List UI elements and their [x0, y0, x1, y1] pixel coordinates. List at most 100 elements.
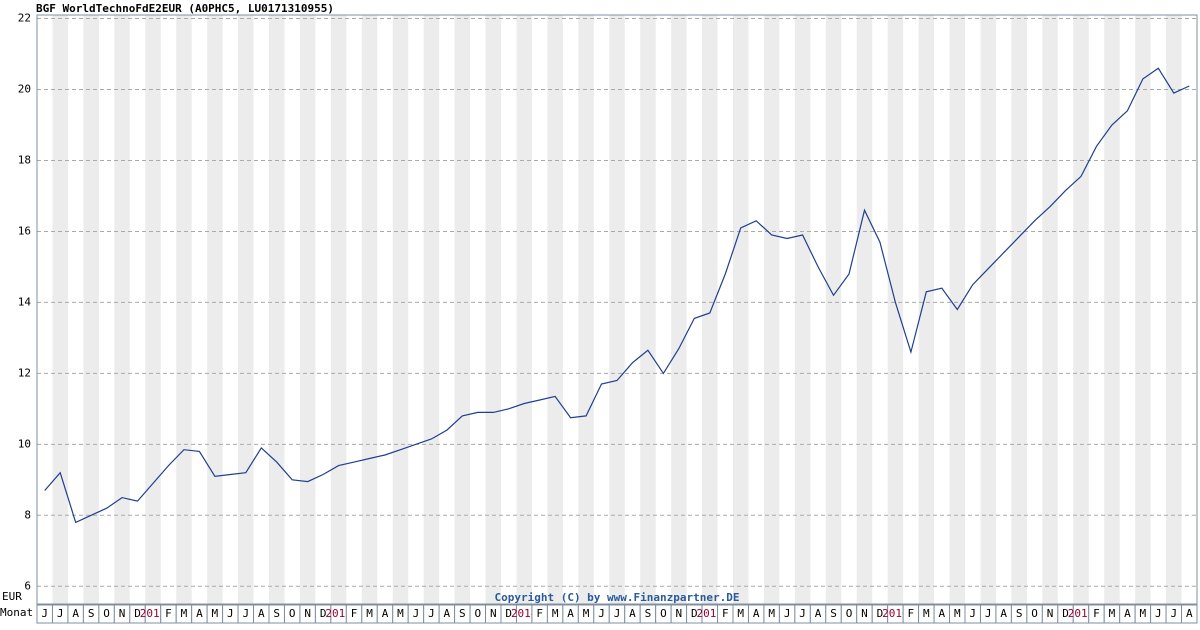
x-tick-label: M [212, 607, 219, 620]
x-tick-label: M [923, 607, 930, 620]
copyright: Copyright (C) by www.Finanzpartner.DE [494, 591, 739, 604]
x-tick-label: F [722, 607, 729, 620]
x-tick-label: J [1155, 607, 1162, 620]
month-stripe [1104, 15, 1120, 604]
x-tick-label: J [784, 607, 791, 620]
x-tick-label: J [57, 607, 64, 620]
y-tick-label: 20 [18, 83, 31, 96]
month-stripe [1011, 15, 1027, 604]
x-tick-label: F [536, 607, 543, 620]
x-tick-label: A [444, 607, 451, 620]
x-tick-label: S [830, 607, 837, 620]
month-stripe [269, 15, 285, 604]
y-tick-label: 8 [24, 508, 31, 521]
x-tick-label: J [242, 607, 249, 620]
month-stripe [609, 15, 625, 604]
x-tick-label: M [552, 607, 559, 620]
y-tick-label: 16 [18, 224, 31, 237]
x-tick-label: F [165, 607, 172, 620]
x-tick-label: A [72, 607, 79, 620]
month-stripe [114, 15, 130, 604]
x-tick-label: M [366, 607, 373, 620]
y-unit-label: EUR [2, 590, 22, 603]
month-stripe [1166, 15, 1182, 604]
y-tick-label: 12 [18, 366, 31, 379]
month-cell [1181, 604, 1198, 624]
x-tick-label: D [505, 607, 512, 620]
month-stripe [516, 15, 532, 604]
x-tick-label: M [1109, 607, 1116, 620]
x-tick-label: D [1062, 607, 1069, 620]
month-stripe [547, 15, 563, 604]
month-stripe [640, 15, 656, 604]
x-tick-label: A [1186, 607, 1193, 620]
x-tick-label: F [1093, 607, 1100, 620]
x-tick-label: 2017 [1068, 607, 1095, 620]
x-tick-label: A [753, 607, 760, 620]
x-tick-label: N [1047, 607, 1054, 620]
x-tick-label: N [676, 607, 683, 620]
x-tick-label: J [41, 607, 48, 620]
x-tick-label: S [1016, 607, 1023, 620]
month-stripe [52, 15, 68, 604]
x-tick-label: M [954, 607, 961, 620]
x-tick-label: 2012 [140, 607, 167, 620]
x-tick-label: S [273, 607, 280, 620]
month-stripe [733, 15, 749, 604]
x-tick-label: A [815, 607, 822, 620]
x-tick-label: J [428, 607, 435, 620]
month-stripe [207, 15, 223, 604]
x-tick-label: J [413, 607, 420, 620]
x-tick-label: N [490, 607, 497, 620]
x-tick-label: O [846, 607, 853, 620]
x-tick-label: M [768, 607, 775, 620]
x-tick-label: A [567, 607, 574, 620]
month-stripe [671, 15, 687, 604]
month-stripe [1042, 15, 1058, 604]
month-stripe [423, 15, 440, 604]
x-tick-label: S [645, 607, 652, 620]
month-stripe [361, 15, 378, 604]
month-stripe [299, 15, 316, 604]
month-stripe [856, 15, 873, 604]
x-tick-label: A [196, 607, 203, 620]
x-tick-label: F [908, 607, 915, 620]
month-stripe [145, 15, 161, 604]
x-tick-label: O [660, 607, 667, 620]
x-tick-label: J [227, 607, 234, 620]
x-tick-label: A [938, 607, 945, 620]
month-stripe [918, 15, 935, 604]
x-tick-label: M [1140, 607, 1147, 620]
x-tick-label: O [474, 607, 481, 620]
x-tick-label: J [969, 607, 976, 620]
month-stripe [825, 15, 842, 604]
x-tick-label: D [691, 607, 698, 620]
x-tick-label: O [103, 607, 110, 620]
month-stripe [1073, 15, 1089, 604]
x-tick-label: A [1124, 607, 1131, 620]
month-stripe [794, 15, 811, 604]
x-tick-label: M [737, 607, 744, 620]
x-tick-label: S [459, 607, 466, 620]
x-tick-label: M [181, 607, 188, 620]
x-tick-label: A [258, 607, 265, 620]
month-stripe [763, 15, 780, 604]
month-stripe [485, 15, 501, 604]
x-tick-label: J [985, 607, 992, 620]
x-tick-label: S [88, 607, 95, 620]
y-tick-label: 22 [18, 12, 31, 25]
x-tick-label: F [351, 607, 358, 620]
x-tick-label: 2016 [882, 607, 909, 620]
month-stripe [454, 15, 471, 604]
month-stripe [238, 15, 254, 604]
y-tick-label: 14 [18, 295, 32, 308]
month-stripe [702, 15, 718, 604]
x-axis-label: Monat [0, 606, 33, 619]
x-tick-label: M [583, 607, 590, 620]
y-tick-label: 10 [18, 437, 31, 450]
x-tick-label: 2014 [511, 607, 538, 620]
x-tick-label: J [598, 607, 605, 620]
x-tick-label: J [799, 607, 806, 620]
x-tick-label: 2013 [325, 607, 352, 620]
month-stripe [176, 15, 192, 604]
